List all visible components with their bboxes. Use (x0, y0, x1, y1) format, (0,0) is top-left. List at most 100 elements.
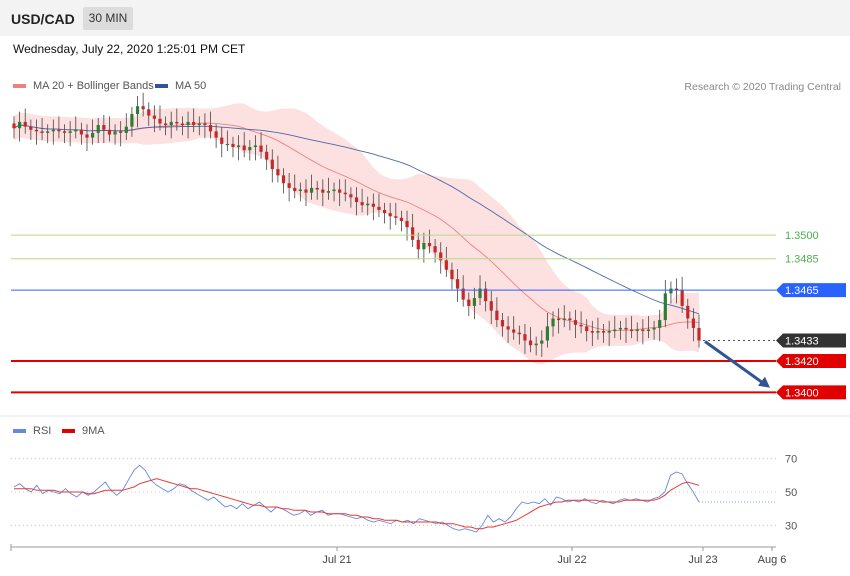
candle-body (680, 290, 684, 306)
candle-body (500, 320, 505, 327)
rsi-swatch (13, 429, 26, 433)
candle-body (601, 331, 606, 333)
candle-body (113, 131, 117, 135)
candle-body (147, 109, 151, 116)
ma50-label: MA 50 (175, 80, 207, 92)
candle-body (236, 145, 241, 148)
candle-body (74, 129, 78, 132)
candle-body (624, 327, 628, 330)
candle-body (450, 269, 454, 280)
candle-body (326, 191, 331, 193)
candle-body (528, 340, 533, 346)
candle-body (349, 194, 353, 198)
candle-body (416, 239, 420, 250)
candle-body (130, 114, 134, 127)
x-tick-label: Jul 21 (322, 554, 351, 566)
candle-body (102, 125, 106, 130)
candle-body (253, 145, 258, 148)
candle-body (208, 125, 213, 132)
ma20-swatch (13, 84, 26, 88)
candle-body (478, 288, 482, 299)
candle-body (298, 189, 302, 192)
candle-body (186, 121, 190, 126)
timeframe-badge[interactable]: 30 MIN (83, 7, 133, 30)
legend-ma20: MA 20 + Bollinger Bands (13, 80, 154, 92)
timestamp: Wednesday, July 22, 2020 1:25:01 PM CET (13, 42, 246, 56)
level-label: 1.3500 (785, 230, 819, 242)
candle-body (663, 293, 667, 321)
candle-body (259, 145, 263, 152)
level-label: 1.3465 (785, 285, 819, 297)
candle-body (40, 131, 44, 133)
candle-body (371, 203, 375, 207)
candle-body (573, 320, 578, 325)
candle-body (192, 121, 196, 126)
candle-body (360, 202, 364, 206)
candle-body (382, 209, 387, 214)
candle-body (242, 145, 246, 151)
candle-body (220, 137, 224, 144)
candle-body (630, 329, 634, 332)
symbol-title: USD/CAD (11, 11, 75, 27)
candle-body (596, 331, 600, 333)
candle-body (124, 126, 128, 133)
forecast-arrow (704, 340, 765, 385)
candle-body (489, 301, 493, 311)
legend-9ma: 9MA (62, 425, 105, 437)
ma50-swatch (155, 84, 168, 88)
chart-header: USD/CAD 30 MIN (0, 0, 850, 36)
candle-body (461, 288, 465, 300)
candle-body (231, 143, 235, 148)
level-label: 1.3485 (785, 254, 819, 266)
legend-rsi: RSI (13, 425, 51, 437)
candle-body (46, 131, 50, 133)
price-panel (12, 92, 701, 365)
candle-body (635, 329, 639, 332)
forecast-arrow-head (758, 376, 770, 388)
candle-body (517, 332, 521, 335)
candle-body (309, 187, 314, 193)
candle-body (444, 260, 448, 270)
candle-body (287, 183, 291, 188)
candle-body (472, 298, 477, 306)
candle-body (394, 216, 398, 218)
candle-body (646, 329, 651, 332)
candle-body (613, 329, 617, 332)
candle-body (658, 320, 662, 328)
level-tag-support (776, 385, 846, 400)
ma9-label: 9MA (82, 425, 105, 437)
candle-body (197, 123, 201, 126)
ma9-swatch (62, 429, 75, 433)
candle-body (585, 326, 589, 332)
level-tag-support (776, 353, 846, 368)
candle-body (467, 299, 471, 306)
candle-body (399, 217, 404, 221)
candle-body (107, 129, 112, 135)
candle-body (34, 129, 39, 132)
level-label: 1.3400 (785, 387, 819, 399)
candle-body (169, 121, 173, 126)
candle-body (23, 121, 27, 127)
candle-body (281, 175, 286, 184)
candle-body (57, 129, 61, 132)
candle-body (545, 326, 550, 341)
candle-body (540, 340, 544, 344)
candle-body (534, 343, 538, 346)
candle-body (562, 318, 566, 321)
candle-body (691, 318, 695, 328)
candle-body (377, 206, 381, 210)
level-label: 1.3433 (785, 336, 819, 348)
ma50-line (13, 124, 700, 315)
candle-body (270, 159, 274, 170)
candle-body (422, 243, 426, 250)
candle-body (79, 129, 83, 135)
candle-body (579, 324, 583, 327)
candle-body (512, 329, 516, 333)
level-label: 1.3420 (785, 356, 819, 368)
bollinger-band (14, 103, 699, 365)
candle-body (163, 123, 168, 126)
candle-body (366, 203, 370, 206)
candle-body (641, 329, 645, 332)
candle-body (141, 106, 145, 110)
